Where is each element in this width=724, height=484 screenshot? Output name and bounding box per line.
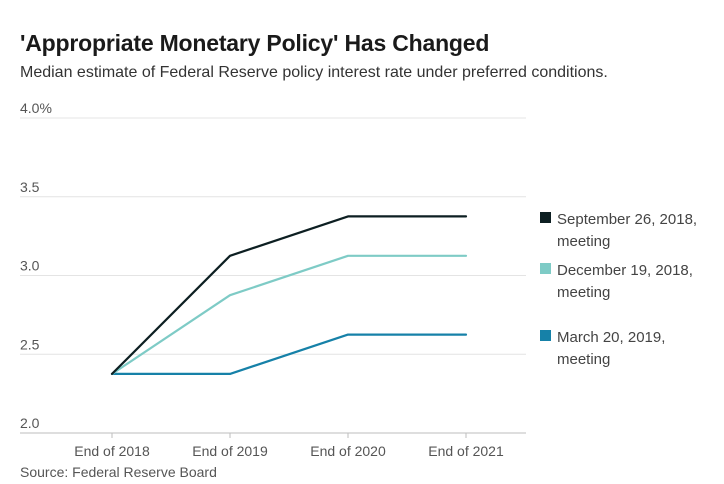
legend-item-dec-2018: December 19, 2018, meeting <box>540 260 720 304</box>
legend-label-line1: December 19, 2018, <box>557 262 693 279</box>
legend-label-line2: meeting <box>557 233 611 250</box>
y-tick-label: 4.0% <box>20 100 52 116</box>
chart-subtitle: Median estimate of Federal Reserve polic… <box>20 64 608 81</box>
legend-label-line1: March 20, 2019, <box>557 329 666 346</box>
y-tick-label: 3.0 <box>20 258 40 274</box>
legend-label-line2: meeting <box>557 284 611 301</box>
x-tick-label: End of 2020 <box>310 443 386 459</box>
series-line <box>110 333 468 375</box>
legend-item-sep-2018: September 26, 2018, meeting <box>540 209 720 253</box>
legend-swatch <box>540 263 551 274</box>
source-note: Source: Federal Reserve Board <box>20 464 217 480</box>
legend-swatch <box>540 212 551 223</box>
x-tick-label: End of 2018 <box>74 443 150 459</box>
series-line <box>110 215 468 375</box>
legend-swatch <box>540 330 551 341</box>
x-tick-label: End of 2019 <box>192 443 268 459</box>
y-tick-label: 2.0 <box>20 415 40 431</box>
legend-label-line1: September 26, 2018, <box>557 211 698 228</box>
series-line <box>110 254 468 375</box>
legend-item-mar-2019: March 20, 2019, meeting <box>540 327 720 371</box>
y-tick-label: 2.5 <box>20 336 40 352</box>
legend-label-line2: meeting <box>557 351 611 368</box>
chart-title: 'Appropriate Monetary Policy' Has Change… <box>20 30 490 56</box>
x-tick-label: End of 2021 <box>428 443 504 459</box>
y-tick-label: 3.5 <box>20 179 40 195</box>
